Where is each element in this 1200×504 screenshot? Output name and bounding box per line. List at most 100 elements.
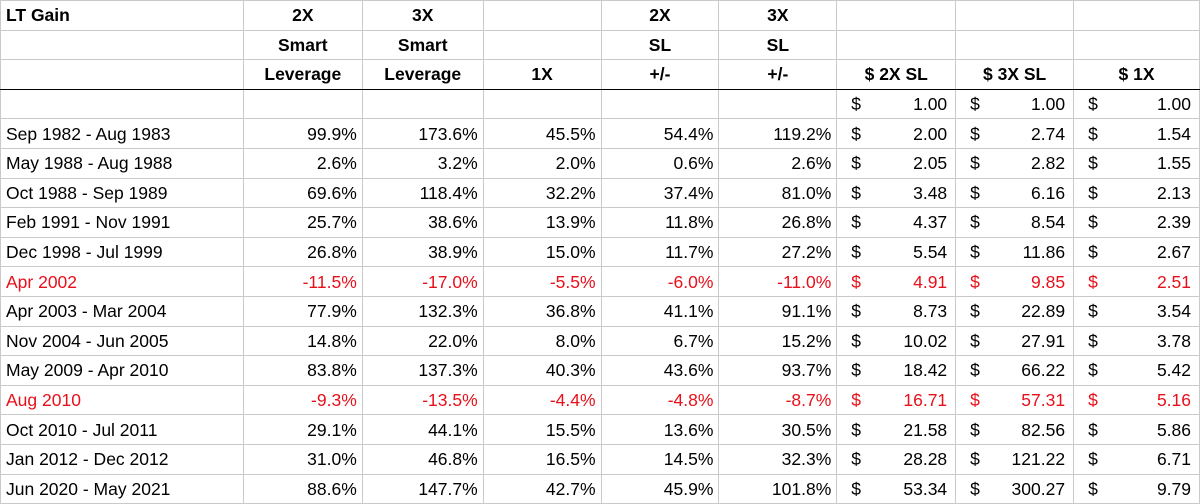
- pct-1x-cell[interactable]: 32.2%: [482, 177, 602, 209]
- pct-3x-smart-leverage-cell[interactable]: 46.8%: [361, 443, 484, 475]
- header-usd-1x[interactable]: $ 1X: [1073, 59, 1200, 90]
- currency-symbol[interactable]: $: [836, 147, 864, 179]
- pct-2x-sl-delta-cell[interactable]: -4.8%: [600, 384, 720, 416]
- header-usd-3x-sl-line2[interactable]: [955, 29, 1075, 61]
- pct-3x-smart-leverage-cell[interactable]: 38.9%: [361, 236, 484, 268]
- start-blank-cell[interactable]: [482, 88, 602, 120]
- currency-symbol[interactable]: $: [1073, 177, 1101, 209]
- usd-1x-cell[interactable]: 2.39: [1100, 207, 1200, 238]
- pct-3x-smart-leverage-cell[interactable]: -17.0%: [361, 266, 484, 297]
- pct-1x-cell[interactable]: 13.9%: [482, 207, 602, 238]
- usd-2x-sl-cell[interactable]: 53.34: [863, 473, 957, 504]
- currency-symbol[interactable]: $: [1073, 355, 1101, 386]
- period-cell[interactable]: Apr 2002: [0, 266, 244, 297]
- currency-symbol[interactable]: $: [1073, 384, 1101, 416]
- header-2x-smart-leverage[interactable]: Leverage: [242, 59, 363, 90]
- currency-symbol[interactable]: $: [836, 177, 864, 209]
- header-1x[interactable]: 1X: [482, 59, 602, 90]
- pct-2x-sl-delta-cell[interactable]: 14.5%: [600, 443, 720, 475]
- pct-3x-smart-leverage-cell[interactable]: -13.5%: [361, 384, 484, 416]
- currency-symbol[interactable]: $: [836, 325, 864, 357]
- pct-2x-smart-leverage-cell[interactable]: -11.5%: [242, 266, 363, 297]
- header-3x-sl-line2[interactable]: SL: [718, 29, 838, 61]
- pct-3x-sl-delta-cell[interactable]: -11.0%: [718, 266, 838, 297]
- header-1x-line1[interactable]: [482, 0, 602, 31]
- currency-symbol[interactable]: $: [836, 414, 864, 445]
- header-3x-sl-line1[interactable]: 3X: [718, 0, 838, 31]
- pct-2x-sl-delta-cell[interactable]: 13.6%: [600, 414, 720, 445]
- currency-symbol[interactable]: $: [1073, 147, 1101, 179]
- period-cell[interactable]: Dec 1998 - Jul 1999: [0, 236, 244, 268]
- pct-1x-cell[interactable]: 36.8%: [482, 295, 602, 327]
- currency-symbol[interactable]: $: [836, 355, 864, 386]
- header-usd-2x-sl[interactable]: $ 2X SL: [836, 59, 957, 90]
- pct-3x-smart-leverage-cell[interactable]: 147.7%: [361, 473, 484, 504]
- header-usd-2x-sl-line1[interactable]: [836, 0, 957, 31]
- currency-symbol[interactable]: $: [836, 207, 864, 238]
- period-cell[interactable]: Apr 2003 - Mar 2004: [0, 295, 244, 327]
- usd-2x-sl-cell[interactable]: 16.71: [863, 384, 957, 416]
- pct-3x-sl-delta-cell[interactable]: 32.3%: [718, 443, 838, 475]
- pct-3x-sl-delta-cell[interactable]: 81.0%: [718, 177, 838, 209]
- currency-symbol[interactable]: $: [1073, 414, 1101, 445]
- usd-3x-sl-cell[interactable]: 9.85: [982, 266, 1075, 297]
- usd-3x-sl-cell[interactable]: 2.74: [982, 118, 1075, 149]
- currency-symbol[interactable]: $: [836, 384, 864, 416]
- pct-2x-smart-leverage-cell[interactable]: 77.9%: [242, 295, 363, 327]
- currency-symbol[interactable]: $: [955, 147, 983, 179]
- usd-2x-sl-cell[interactable]: 4.37: [863, 207, 957, 238]
- pct-2x-smart-leverage-cell[interactable]: -9.3%: [242, 384, 363, 416]
- pct-3x-smart-leverage-cell[interactable]: 22.0%: [361, 325, 484, 357]
- pct-1x-cell[interactable]: -4.4%: [482, 384, 602, 416]
- pct-3x-smart-leverage-cell[interactable]: 38.6%: [361, 207, 484, 238]
- pct-2x-sl-delta-cell[interactable]: 41.1%: [600, 295, 720, 327]
- start-usd-1x[interactable]: 1.00: [1100, 88, 1200, 120]
- usd-2x-sl-cell[interactable]: 3.48: [863, 177, 957, 209]
- period-cell[interactable]: Sep 1982 - Aug 1983: [0, 118, 244, 149]
- usd-3x-sl-cell[interactable]: 8.54: [982, 207, 1075, 238]
- header-3x-smart-line2[interactable]: Smart: [361, 29, 484, 61]
- period-cell[interactable]: Oct 1988 - Sep 1989: [0, 177, 244, 209]
- pct-2x-sl-delta-cell[interactable]: 6.7%: [600, 325, 720, 357]
- header-usd-1x-line1[interactable]: [1073, 0, 1200, 31]
- pct-3x-sl-delta-cell[interactable]: 101.8%: [718, 473, 838, 504]
- pct-3x-smart-leverage-cell[interactable]: 173.6%: [361, 118, 484, 149]
- pct-1x-cell[interactable]: -5.5%: [482, 266, 602, 297]
- header-3x-smart-leverage[interactable]: Leverage: [361, 59, 484, 90]
- pct-3x-sl-delta-cell[interactable]: 119.2%: [718, 118, 838, 149]
- currency-symbol[interactable]: $: [1073, 443, 1101, 475]
- usd-2x-sl-cell[interactable]: 18.42: [863, 355, 957, 386]
- pct-2x-sl-delta-cell[interactable]: 37.4%: [600, 177, 720, 209]
- usd-1x-cell[interactable]: 1.54: [1100, 118, 1200, 149]
- currency-symbol[interactable]: $: [1073, 325, 1101, 357]
- pct-2x-sl-delta-cell[interactable]: 0.6%: [600, 147, 720, 179]
- pct-1x-cell[interactable]: 2.0%: [482, 147, 602, 179]
- usd-3x-sl-cell[interactable]: 66.22: [982, 355, 1075, 386]
- header-1x-line2[interactable]: [482, 29, 602, 61]
- start-usd-3x-sl[interactable]: 1.00: [982, 88, 1075, 120]
- pct-1x-cell[interactable]: 40.3%: [482, 355, 602, 386]
- usd-3x-sl-cell[interactable]: 300.27: [982, 473, 1075, 504]
- currency-symbol[interactable]: $: [955, 207, 983, 238]
- currency-symbol[interactable]: $: [955, 88, 983, 120]
- pct-2x-sl-delta-cell[interactable]: 43.6%: [600, 355, 720, 386]
- pct-3x-smart-leverage-cell[interactable]: 44.1%: [361, 414, 484, 445]
- usd-1x-cell[interactable]: 9.79: [1100, 473, 1200, 504]
- usd-1x-cell[interactable]: 2.67: [1100, 236, 1200, 268]
- currency-symbol[interactable]: $: [1073, 207, 1101, 238]
- header-2x-smart-line2[interactable]: Smart: [242, 29, 363, 61]
- usd-3x-sl-cell[interactable]: 2.82: [982, 147, 1075, 179]
- pct-2x-sl-delta-cell[interactable]: -6.0%: [600, 266, 720, 297]
- header-usd-2x-sl-line2[interactable]: [836, 29, 957, 61]
- currency-symbol[interactable]: $: [955, 266, 983, 297]
- start-blank-cell[interactable]: [718, 88, 838, 120]
- period-cell[interactable]: Feb 1991 - Nov 1991: [0, 207, 244, 238]
- pct-1x-cell[interactable]: 42.7%: [482, 473, 602, 504]
- period-cell[interactable]: Aug 2010: [0, 384, 244, 416]
- pct-3x-smart-leverage-cell[interactable]: 132.3%: [361, 295, 484, 327]
- pct-3x-sl-delta-cell[interactable]: 2.6%: [718, 147, 838, 179]
- pct-2x-smart-leverage-cell[interactable]: 69.6%: [242, 177, 363, 209]
- usd-1x-cell[interactable]: 6.71: [1100, 443, 1200, 475]
- usd-2x-sl-cell[interactable]: 2.00: [863, 118, 957, 149]
- currency-symbol[interactable]: $: [955, 384, 983, 416]
